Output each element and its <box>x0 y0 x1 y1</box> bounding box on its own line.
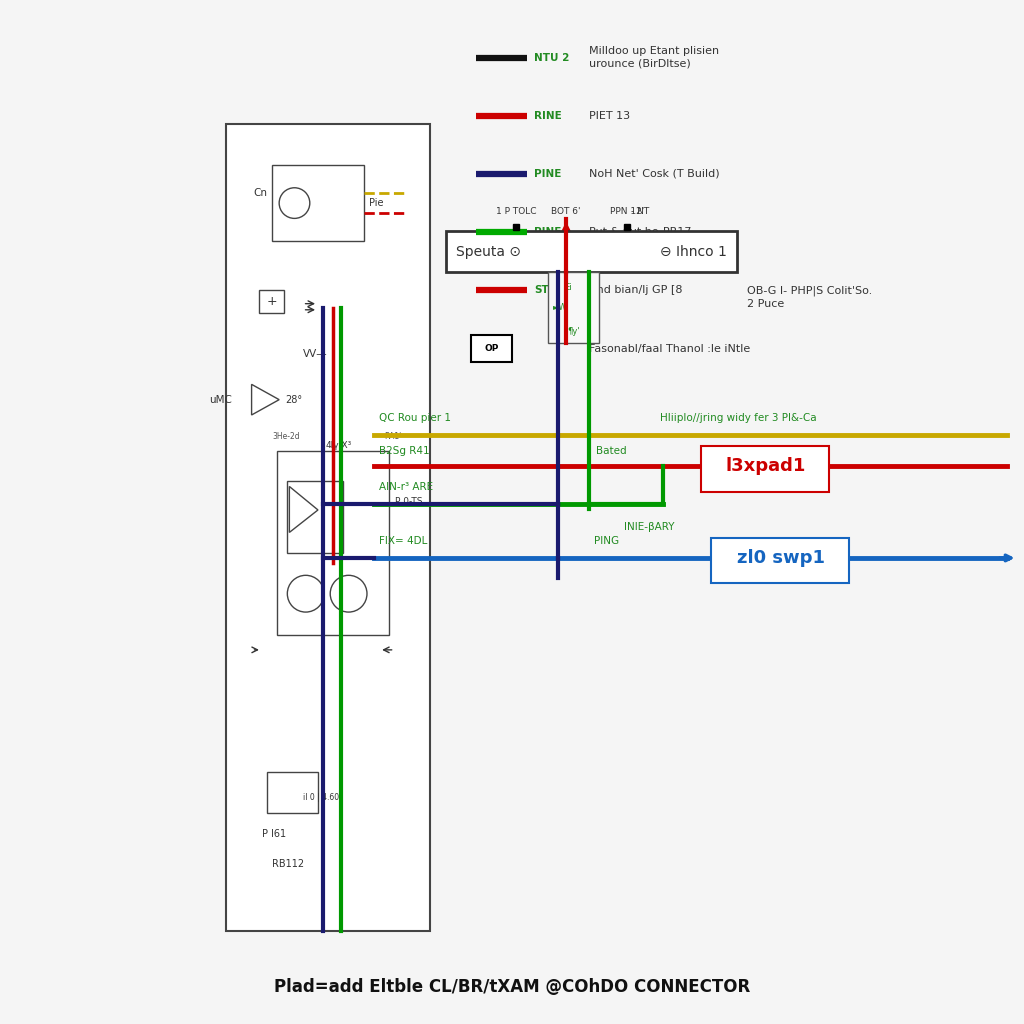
Text: QC Rou pier 1: QC Rou pier 1 <box>379 413 452 423</box>
Text: - NT: - NT <box>631 207 649 216</box>
Text: 4lγ.X³: 4lγ.X³ <box>325 441 351 451</box>
Text: Fasonabl/faal Thanol :le iNtle: Fasonabl/faal Thanol :le iNtle <box>589 344 750 353</box>
Circle shape <box>288 575 324 612</box>
Text: AlN-r³ ARE: AlN-r³ ARE <box>379 481 433 492</box>
Text: Pie: Pie <box>369 198 384 208</box>
Text: Put & put ho-PR17: Put & put ho-PR17 <box>589 227 691 238</box>
Bar <box>288 481 343 553</box>
Text: PINE: PINE <box>535 227 562 238</box>
Text: INlE-βARY: INlE-βARY <box>625 522 675 532</box>
Text: RB112: RB112 <box>272 859 304 869</box>
Bar <box>711 538 849 584</box>
Text: RINE: RINE <box>535 111 562 121</box>
Text: P l61: P l61 <box>262 828 286 839</box>
Text: NoH Net' Cosk (T Build): NoH Net' Cosk (T Build) <box>589 169 719 179</box>
Text: Milldoo up Etant plisien
urounce (BirDltse): Milldoo up Etant plisien urounce (BirDlt… <box>589 46 719 69</box>
Text: OP: OP <box>484 344 499 353</box>
Text: Bated: Bated <box>596 445 627 456</box>
Text: ►W: ►W <box>553 303 567 312</box>
Text: Hliiplo//jring widy fer 3 PI&-Ca: Hliiplo//jring widy fer 3 PI&-Ca <box>660 413 817 423</box>
Bar <box>445 231 736 272</box>
Text: Speuta ⊙: Speuta ⊙ <box>456 245 521 259</box>
Text: P 0-TS: P 0-TS <box>394 498 422 506</box>
Text: RA1': RA1' <box>384 431 401 440</box>
Text: il 0 | 4.60°: il 0 | 4.60° <box>303 794 343 803</box>
Bar <box>278 451 389 635</box>
Bar <box>471 335 512 361</box>
Text: l3xpad1: l3xpad1 <box>725 457 806 475</box>
Bar <box>272 165 364 242</box>
Text: 1 P TOLC: 1 P TOLC <box>496 207 537 216</box>
Text: 3He-2d: 3He-2d <box>272 431 300 440</box>
Text: FIX= 4DL: FIX= 4DL <box>379 536 428 546</box>
Text: BOT 6': BOT 6' <box>551 207 581 216</box>
Text: Ei: Ei <box>564 283 572 292</box>
Text: OB-G I- PHP|S Colit'So.
2 Puce: OB-G I- PHP|S Colit'So. 2 Puce <box>746 286 872 309</box>
Text: PINE: PINE <box>535 169 562 179</box>
Text: NTU 2: NTU 2 <box>535 52 569 62</box>
Bar <box>259 291 285 313</box>
Text: PlNG: PlNG <box>594 536 618 546</box>
Circle shape <box>280 187 310 218</box>
Text: B2Sg R41: B2Sg R41 <box>379 445 430 456</box>
Text: Plad=add Eltble CL/BR/tXAM @COhDO CONNECTOR: Plad=add Eltble CL/BR/tXAM @COhDO CONNEC… <box>273 978 751 996</box>
Text: And bian/lj GP [8: And bian/lj GP [8 <box>589 286 682 295</box>
Text: uMC: uMC <box>209 394 232 404</box>
Text: ¶y': ¶y' <box>567 327 580 336</box>
Text: Cn: Cn <box>253 187 267 198</box>
Text: 28°: 28° <box>286 394 302 404</box>
Text: STAC1: STAC1 <box>535 286 571 295</box>
Text: PPN 12': PPN 12' <box>610 207 644 216</box>
Text: zl0 swp1: zl0 swp1 <box>736 549 824 567</box>
Bar <box>267 772 318 813</box>
Bar <box>226 124 430 931</box>
Text: VV—: VV— <box>303 349 328 358</box>
Text: PlET 13: PlET 13 <box>589 111 630 121</box>
Text: +: + <box>266 295 276 308</box>
Bar <box>700 445 828 492</box>
Circle shape <box>330 575 367 612</box>
Bar <box>548 272 599 343</box>
Text: ⊖ Ihnco 1: ⊖ Ihnco 1 <box>659 245 726 259</box>
